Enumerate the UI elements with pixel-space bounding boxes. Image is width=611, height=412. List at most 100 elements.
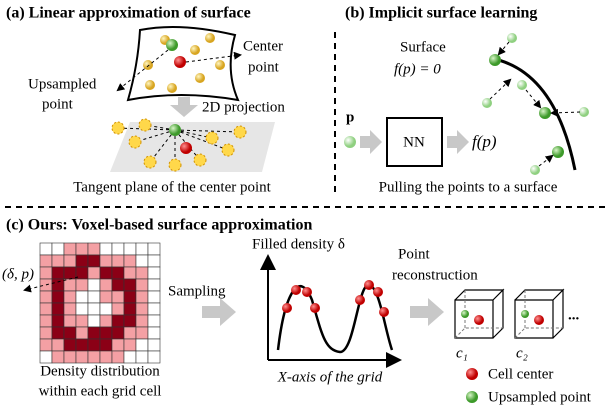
projected-points: [111, 118, 247, 172]
projected-point: [111, 121, 125, 135]
grid-cell: [51, 254, 65, 268]
grid-cell: [123, 242, 137, 256]
grid-cell: [99, 242, 113, 256]
legend-label: Cell center: [488, 366, 553, 382]
grid-cell: [147, 302, 161, 316]
label: Point: [398, 246, 431, 262]
grid-cell: [39, 338, 53, 352]
grid-cell: [75, 302, 89, 316]
grid-cell: [123, 338, 137, 352]
ellipsis: ...: [568, 307, 580, 323]
density-grid: [39, 242, 161, 364]
grid-cell: [135, 266, 149, 280]
caption: Tangent plane of the center point: [73, 179, 271, 195]
grid-cell: [123, 290, 137, 304]
grid-cell: [75, 242, 89, 256]
link: [134, 129, 176, 143]
voxel: [514, 288, 565, 339]
cell-center: [474, 315, 484, 325]
link: [174, 129, 213, 139]
grid-cell: [99, 266, 113, 280]
cell-center: [534, 315, 544, 325]
grid-cell: [135, 314, 149, 328]
grid-cell: [147, 278, 161, 292]
grid-cell: [135, 290, 149, 304]
grid-cell: [111, 350, 125, 364]
label: reconstruction: [392, 267, 478, 283]
grid-cell: [63, 278, 77, 292]
arrow: [116, 49, 169, 92]
grid-cell: [87, 314, 101, 328]
grid-cell: [87, 278, 101, 292]
grid-cell: [123, 302, 137, 316]
grid-cell: [87, 290, 101, 304]
grid-cell: [135, 254, 149, 268]
grid-cell: [39, 302, 53, 316]
link: [174, 129, 241, 133]
grid-cell: [51, 242, 65, 256]
label: (δ, p): [2, 266, 34, 282]
grid-cell: [147, 266, 161, 280]
arrow: [447, 130, 469, 154]
grid-cell: [87, 326, 101, 340]
grid-cell: [75, 326, 89, 340]
grid-cell: [99, 278, 113, 292]
grid-cell: [135, 350, 149, 364]
grid-cell: [87, 266, 101, 280]
axis-label: X-axis of the grid: [277, 369, 383, 385]
grid-cell: [123, 266, 137, 280]
voxel-hidden: [514, 290, 563, 339]
grid-cell: [63, 338, 77, 352]
grid-cell: [87, 302, 101, 316]
grid-cell: [39, 266, 53, 280]
grid-cell: [63, 254, 77, 268]
grid-cell: [123, 350, 137, 364]
projected-point: [221, 143, 235, 157]
grid-cell: [51, 350, 65, 364]
grid-cell: [135, 338, 149, 352]
grid-cell: [123, 278, 137, 292]
grid-cell: [39, 326, 53, 340]
grid-cell: [39, 242, 53, 256]
surface-points: [482, 33, 589, 175]
upsampled-point: [521, 310, 529, 318]
grid-cell: [147, 242, 161, 256]
legend-marker: [466, 368, 478, 380]
voxel-hidden: [454, 290, 503, 339]
label: Center: [243, 38, 283, 54]
grid-cell: [111, 338, 125, 352]
grid-cell: [111, 326, 125, 340]
label: Surface: [400, 39, 446, 55]
projected-point: [128, 135, 142, 149]
grid-cell: [87, 254, 101, 268]
cell-label: c₂: [516, 345, 528, 361]
grid-cell: [111, 290, 125, 304]
grid-cell: [99, 254, 113, 268]
grid-cell: [147, 314, 161, 328]
projected-point: [233, 125, 247, 139]
grid-cell: [111, 242, 125, 256]
grid-cell: [63, 314, 77, 328]
panel-title: (a) Linear approximation of surface: [6, 5, 251, 22]
label: point: [42, 96, 74, 112]
label: NN: [403, 134, 425, 150]
grid-cell: [51, 302, 65, 316]
patch-points: [143, 33, 225, 93]
grid-cell: [51, 266, 65, 280]
caption: within each grid cell: [39, 383, 162, 399]
panel-title: (c) Ours: Voxel-based surface approximat…: [6, 217, 312, 234]
grid-cell: [51, 278, 65, 292]
grid-cell: [75, 338, 89, 352]
grid-cell: [51, 290, 65, 304]
label: Upsampled: [28, 76, 97, 92]
upsampled-point: [461, 310, 469, 318]
grid-cell: [87, 242, 101, 256]
grid-cell: [99, 338, 113, 352]
label: point: [248, 59, 280, 75]
grid-cell: [75, 290, 89, 304]
samples: [282, 280, 389, 317]
grid-cell: [147, 338, 161, 352]
arrow: [202, 298, 236, 326]
label: f(p): [472, 132, 497, 151]
